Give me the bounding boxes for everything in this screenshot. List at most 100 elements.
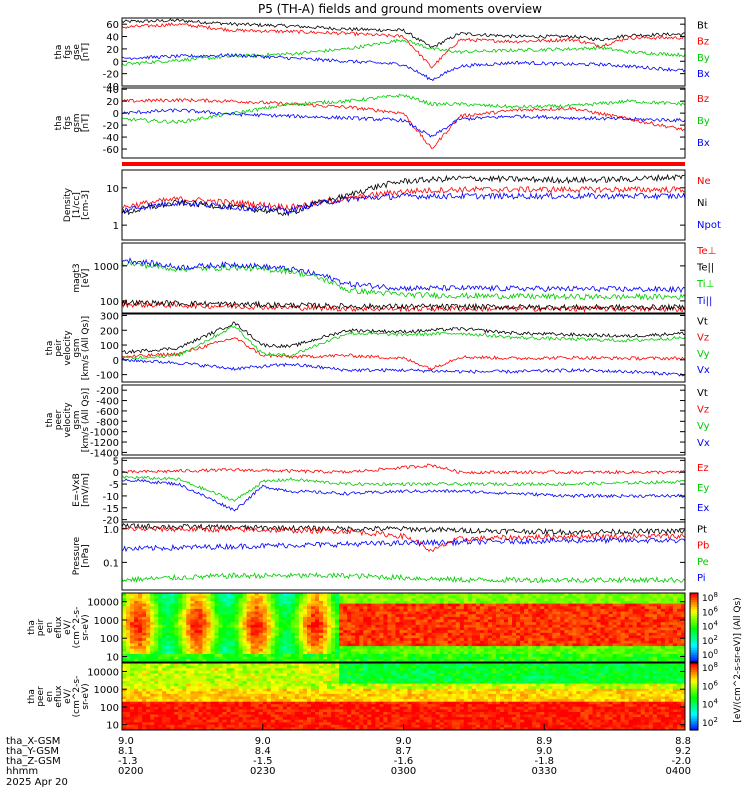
legend-label: Vx (697, 438, 710, 449)
colorbar-cell (690, 650, 698, 654)
y-tick-label: 100 (100, 297, 119, 308)
y-tick-label: 0 (113, 468, 119, 479)
colorbar-cell (690, 727, 698, 731)
panel-frame (121, 521, 686, 591)
y-tick-label: 1000 (94, 262, 119, 273)
y-axis-label: E=-VxB (72, 473, 82, 507)
y-tick-label: 100 (100, 341, 119, 352)
colorbar-cell (690, 604, 698, 608)
y-tick-label: 200 (100, 326, 119, 337)
legend-label: Pe (697, 557, 709, 568)
colorbar-tick-label: 102 (702, 634, 718, 647)
y-axis-label: eflux (54, 685, 64, 708)
panel-frame (121, 384, 686, 456)
colorbar-cell (690, 595, 698, 599)
y-tick-label: 100 (100, 634, 119, 645)
y-axis-label: velocity (63, 330, 73, 366)
colorbar-cell (690, 716, 698, 720)
x-tick-label: 8.7 (396, 746, 412, 757)
series-line-Npot (122, 191, 685, 214)
legend-label: Ti|| (696, 296, 712, 307)
series-group-density (122, 173, 685, 217)
y-axis-label: Density (63, 187, 73, 222)
colorbar-cell (690, 611, 698, 615)
x-axis-row-label: tha_Z-GSM (6, 756, 61, 767)
series-line-Pt (122, 523, 685, 536)
legend-label: Vz (697, 405, 709, 416)
panel-temperature: 1000 100 magt3 [eV] Te⊥ Te|| Ti⊥ Ti|| (72, 242, 716, 314)
colorbar-cell (690, 674, 698, 677)
y-axis-label: (cm^2-s- (72, 607, 82, 649)
colorbar-tick-label: 100 (702, 648, 718, 661)
colorbar-cell (690, 676, 698, 680)
colorbar-frame (689, 662, 699, 731)
series-line-Pi (122, 536, 685, 553)
colorbar-cell (690, 712, 698, 715)
colorbar-cell (690, 652, 698, 656)
y-tick-label: -20 (103, 121, 119, 132)
series-line-Ni (122, 173, 685, 217)
y-axis-label: [eV] (81, 269, 91, 288)
y-axis-label: peir (54, 339, 64, 357)
y-tick-label: -40 (103, 133, 119, 144)
y-tick-label: 1.0 (103, 525, 119, 536)
y-axis-label: sr-eV) (81, 683, 91, 709)
y-axis-label: gsm (72, 338, 82, 357)
legend-label: Vy (697, 421, 710, 432)
panel-frame (121, 242, 686, 314)
legend-label: Ex (697, 503, 709, 514)
x-axis-row-label: tha_X-GSM (6, 736, 60, 747)
colorbar-cell (690, 627, 698, 631)
legend-label: Npot (697, 220, 721, 231)
colorbar-cell (690, 723, 698, 727)
colorbar-cell (690, 609, 698, 612)
colorbar-tick-label: 104 (702, 698, 718, 711)
y-axis-label: fgs (63, 45, 73, 59)
y-tick-label: -1000 (90, 428, 119, 439)
x-tick-label: 9.2 (675, 746, 691, 757)
legend-label: Ni (697, 198, 707, 209)
y-axis-label: peir (36, 618, 46, 636)
y-axis-label: en (45, 622, 55, 633)
series-line-Bx (122, 108, 685, 138)
y-tick-label: -60 (103, 145, 119, 156)
colorbar-cell (690, 634, 698, 638)
legend-label: Vt (697, 388, 708, 399)
series-line-Vz (122, 337, 685, 371)
x-axis-row-label: 2025 Apr 20 (6, 777, 68, 788)
colorbar-cell (690, 663, 698, 666)
series-group-pressure (122, 523, 685, 584)
y-axis-label: sr-eV) (81, 614, 91, 640)
y-tick-label: -200 (96, 386, 119, 397)
x-axis-row-label: tha_Y-GSM (6, 746, 59, 757)
panel-density: 10 1 Density [1/cc] [cm-3] Ne Ni Npot (63, 169, 721, 241)
y-tick-label: 0 (113, 356, 119, 367)
x-tick-label: 0400 (666, 766, 691, 777)
legend-label: Bt (697, 21, 708, 32)
series-line-Te|| (122, 298, 685, 312)
series-line-Pe (122, 572, 685, 584)
colorbar-tick-label: 104 (702, 620, 718, 633)
legend-label: Te⊥ (696, 246, 716, 257)
y-axis-label: tha (54, 116, 64, 131)
y-axis-label: Pressure (72, 536, 82, 575)
x-tick-label: -1.5 (253, 756, 273, 767)
colorbar-cell (690, 709, 698, 713)
series-line-Ex (122, 478, 685, 512)
y-tick-label: 40 (106, 85, 119, 96)
x-tick-label: 8.8 (675, 736, 691, 747)
series-line-Bx (122, 52, 685, 82)
colorbar-cell (690, 645, 698, 649)
series-line-Bz (122, 22, 685, 69)
y-axis-label: [nT] (81, 114, 91, 132)
y-axis-label: eV/ (63, 688, 73, 704)
colorbar-cell (690, 692, 698, 695)
series-line-By (122, 93, 685, 125)
colorbar-cell (690, 599, 698, 603)
y-tick-label: -15 (103, 504, 119, 515)
y-axis-label: gsm (72, 113, 82, 132)
colorbar-cell (690, 622, 698, 626)
